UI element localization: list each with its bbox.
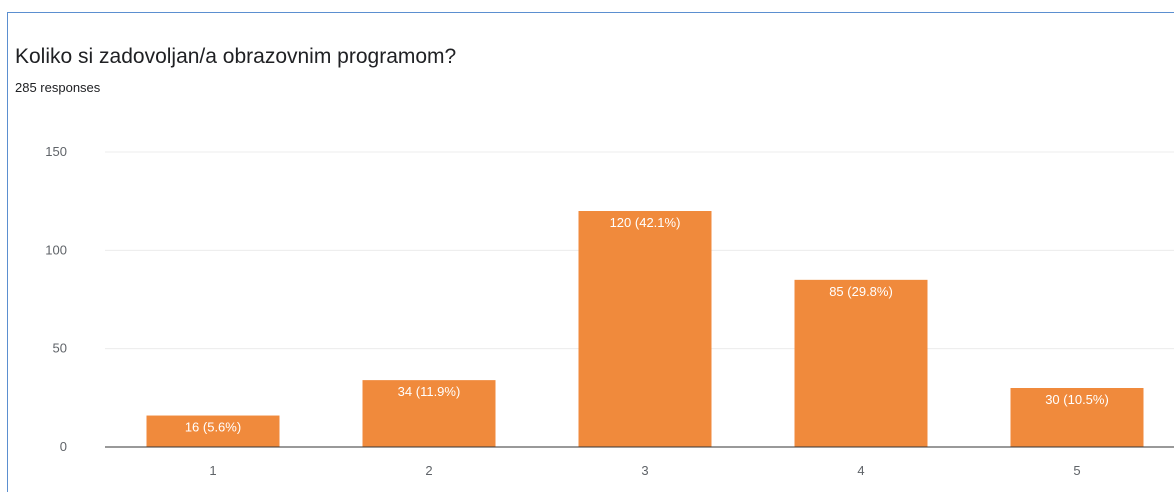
bar-data-label: 16 (5.6%)	[185, 420, 241, 435]
y-tick-label: 50	[53, 341, 67, 356]
y-tick-label: 0	[60, 439, 67, 454]
bar-2	[362, 380, 496, 447]
bar-data-label: 34 (11.9%)	[398, 384, 461, 399]
y-tick-label: 100	[45, 242, 67, 257]
bar-4	[794, 279, 928, 447]
x-tick-label: 3	[641, 463, 648, 478]
y-tick-label: 150	[45, 144, 67, 159]
question-title: Koliko si zadovoljan/a obrazovnim progra…	[15, 45, 457, 68]
x-tick-label: 4	[857, 463, 864, 478]
response-count: 285 responses	[15, 80, 101, 95]
x-tick-label: 5	[1073, 463, 1080, 478]
x-tick-label: 2	[425, 463, 432, 478]
x-tick-label: 1	[209, 463, 216, 478]
bar-1	[146, 415, 280, 447]
bar-data-label: 30 (10.5%)	[1045, 392, 1109, 407]
bar-data-label: 120 (42.1%)	[610, 215, 681, 230]
bar-5	[1010, 388, 1144, 447]
bar-data-label: 85 (29.8%)	[829, 284, 893, 299]
bar-3	[578, 211, 712, 447]
